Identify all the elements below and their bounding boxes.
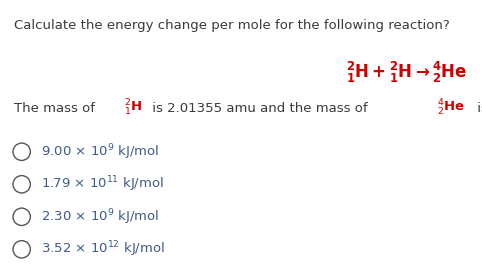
Text: 9.00 $\times$ 10$^{9}$ kJ/mol: 9.00 $\times$ 10$^{9}$ kJ/mol <box>41 142 159 162</box>
Text: is 4.00150 amu.: is 4.00150 amu. <box>473 102 482 115</box>
Text: The mass of: The mass of <box>14 102 100 115</box>
Text: $^{4}_{2}\mathbf{He}$: $^{4}_{2}\mathbf{He}$ <box>437 98 465 118</box>
Text: $^{2}_{1}\mathbf{H}$: $^{2}_{1}\mathbf{H}$ <box>124 98 143 118</box>
Text: $\mathbf{^{2}_{1}H + ^{2}_{1}H \rightarrow ^{4}_{2}He}$: $\mathbf{^{2}_{1}H + ^{2}_{1}H \rightarr… <box>346 60 468 85</box>
Text: Calculate the energy change per mole for the following reaction?: Calculate the energy change per mole for… <box>14 19 450 32</box>
Text: 3.52 $\times$ 10$^{12}$ kJ/mol: 3.52 $\times$ 10$^{12}$ kJ/mol <box>41 240 165 259</box>
Text: 2.30 $\times$ 10$^{9}$ kJ/mol: 2.30 $\times$ 10$^{9}$ kJ/mol <box>41 207 159 227</box>
Text: is 2.01355 amu and the mass of: is 2.01355 amu and the mass of <box>148 102 372 115</box>
Text: 1.79 $\times$ 10$^{11}$ kJ/mol: 1.79 $\times$ 10$^{11}$ kJ/mol <box>41 175 164 194</box>
